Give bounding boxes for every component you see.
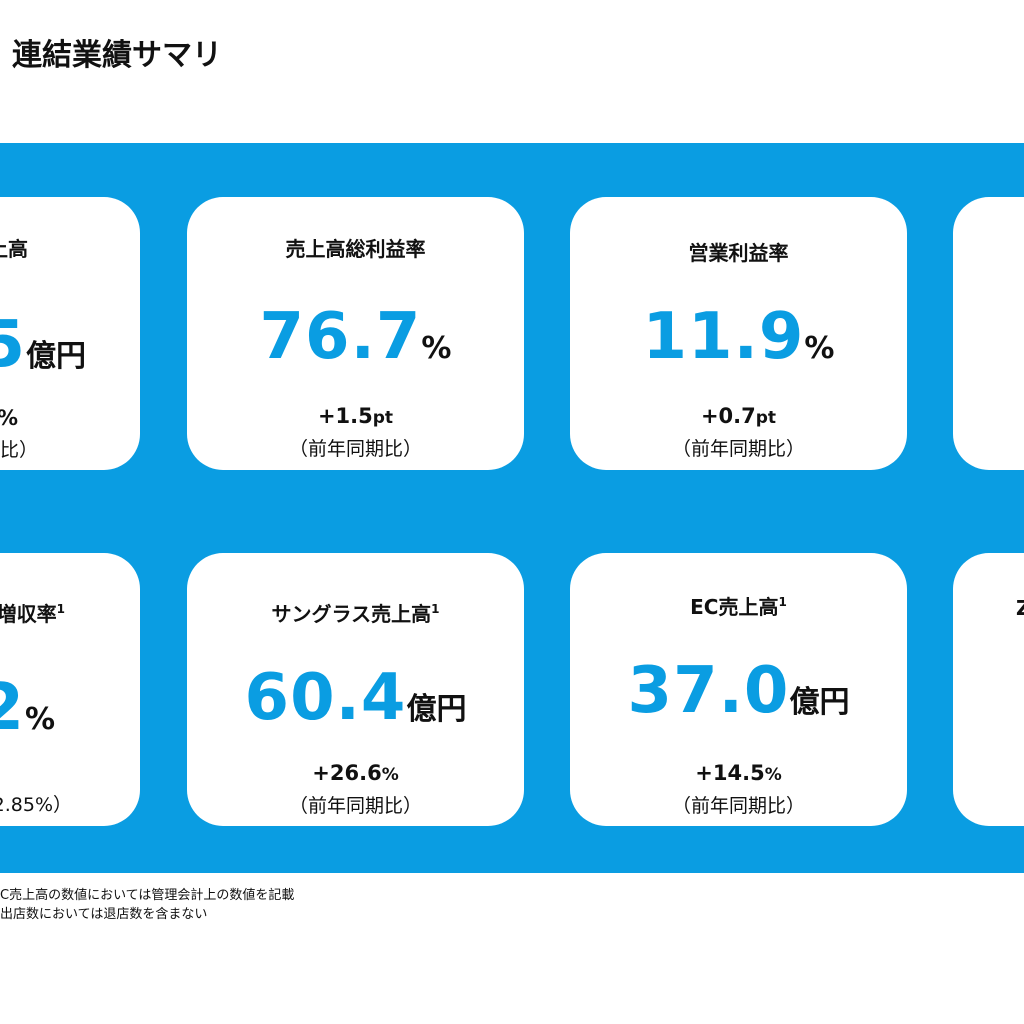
card-change: +26.6 <box>312 761 382 785</box>
card-change: +14.5 <box>695 761 765 785</box>
card-note: （前年同期比） <box>671 795 805 817</box>
card-label: 増収率1 <box>0 598 65 627</box>
card-label-text: 増収率 <box>0 602 57 626</box>
card-note: （前年同期比） <box>288 438 422 460</box>
card-value: 2 <box>0 671 25 745</box>
card: 営業利益率 11.9% +0.7pt （前年同期比） <box>570 197 907 470</box>
card-label: 売上高総利益率 <box>285 237 426 261</box>
card-change-row: +26.6% <box>187 761 524 785</box>
card: EC売上高1 37.0億円 +14.5% （前年同期比） <box>570 553 907 826</box>
card <box>0 197 140 470</box>
card-note: （前年同期比） <box>288 795 422 817</box>
card-label: 営業利益率 <box>688 241 789 265</box>
footnote-ref: 1 <box>56 602 65 616</box>
card <box>953 197 1024 470</box>
footnote-ref: 1 <box>778 595 787 609</box>
card-value: 60.4 <box>244 661 407 735</box>
card-change-unit: pt <box>372 408 394 428</box>
card-value-row: 11.9% <box>570 297 907 393</box>
card-unit: 億円 <box>406 692 467 727</box>
card-label-text: サングラス売上高 <box>271 602 432 626</box>
card-change-row: +1.5pt <box>187 404 524 428</box>
card-value-row: 60.4億円 <box>187 658 524 754</box>
card-note: （前年同期比） <box>671 438 805 460</box>
card-change-unit: % <box>764 765 782 785</box>
card-value-row: 5億円 <box>0 305 86 401</box>
card-unit: % <box>24 702 55 737</box>
card-unit: % <box>421 331 452 366</box>
title: 連結業績サマリ <box>12 38 222 73</box>
card-change-unit: % <box>381 765 399 785</box>
card-note: 2.85%） <box>0 794 72 816</box>
card-label: 上高 <box>0 237 28 261</box>
card-value: 11.9 <box>642 300 805 374</box>
footnote: 出店数においては退店数を含まない <box>0 907 208 922</box>
card-change-unit: pt <box>755 408 777 428</box>
card: 売上高総利益率 76.7% +1.5pt （前年同期比） <box>187 197 524 470</box>
card-unit: 億円 <box>789 685 850 720</box>
card-change: +1.5 <box>317 404 373 428</box>
card-change: % <box>0 406 18 430</box>
card-change-row: +14.5% <box>570 761 907 785</box>
card <box>0 553 140 826</box>
card-note: 期比） <box>0 439 38 461</box>
card-label: サングラス売上高1 <box>187 598 524 627</box>
footnote: C売上高の数値においては管理会計上の数値を記載 <box>0 888 295 903</box>
card-change-row: +0.7pt <box>570 404 907 428</box>
card-value: 37.0 <box>627 654 790 728</box>
card-value-row: 76.7% <box>187 297 524 393</box>
card-value-row: 2% <box>0 668 55 764</box>
card-label: Z <box>1016 596 1024 620</box>
card-label-text: EC売上高 <box>690 595 779 619</box>
footnote-ref: 1 <box>431 602 440 616</box>
card-unit: % <box>804 331 835 366</box>
card: サングラス売上高1 60.4億円 +26.6% （前年同期比） <box>187 553 524 826</box>
card-unit: 億円 <box>26 339 86 374</box>
card-value-row: 37.0億円 <box>570 651 907 747</box>
card-label: EC売上高1 <box>570 591 907 620</box>
card-value: 76.7 <box>259 300 422 374</box>
card-change: +0.7 <box>700 404 756 428</box>
card: Z <box>953 553 1024 826</box>
card-value: 5 <box>0 308 26 382</box>
